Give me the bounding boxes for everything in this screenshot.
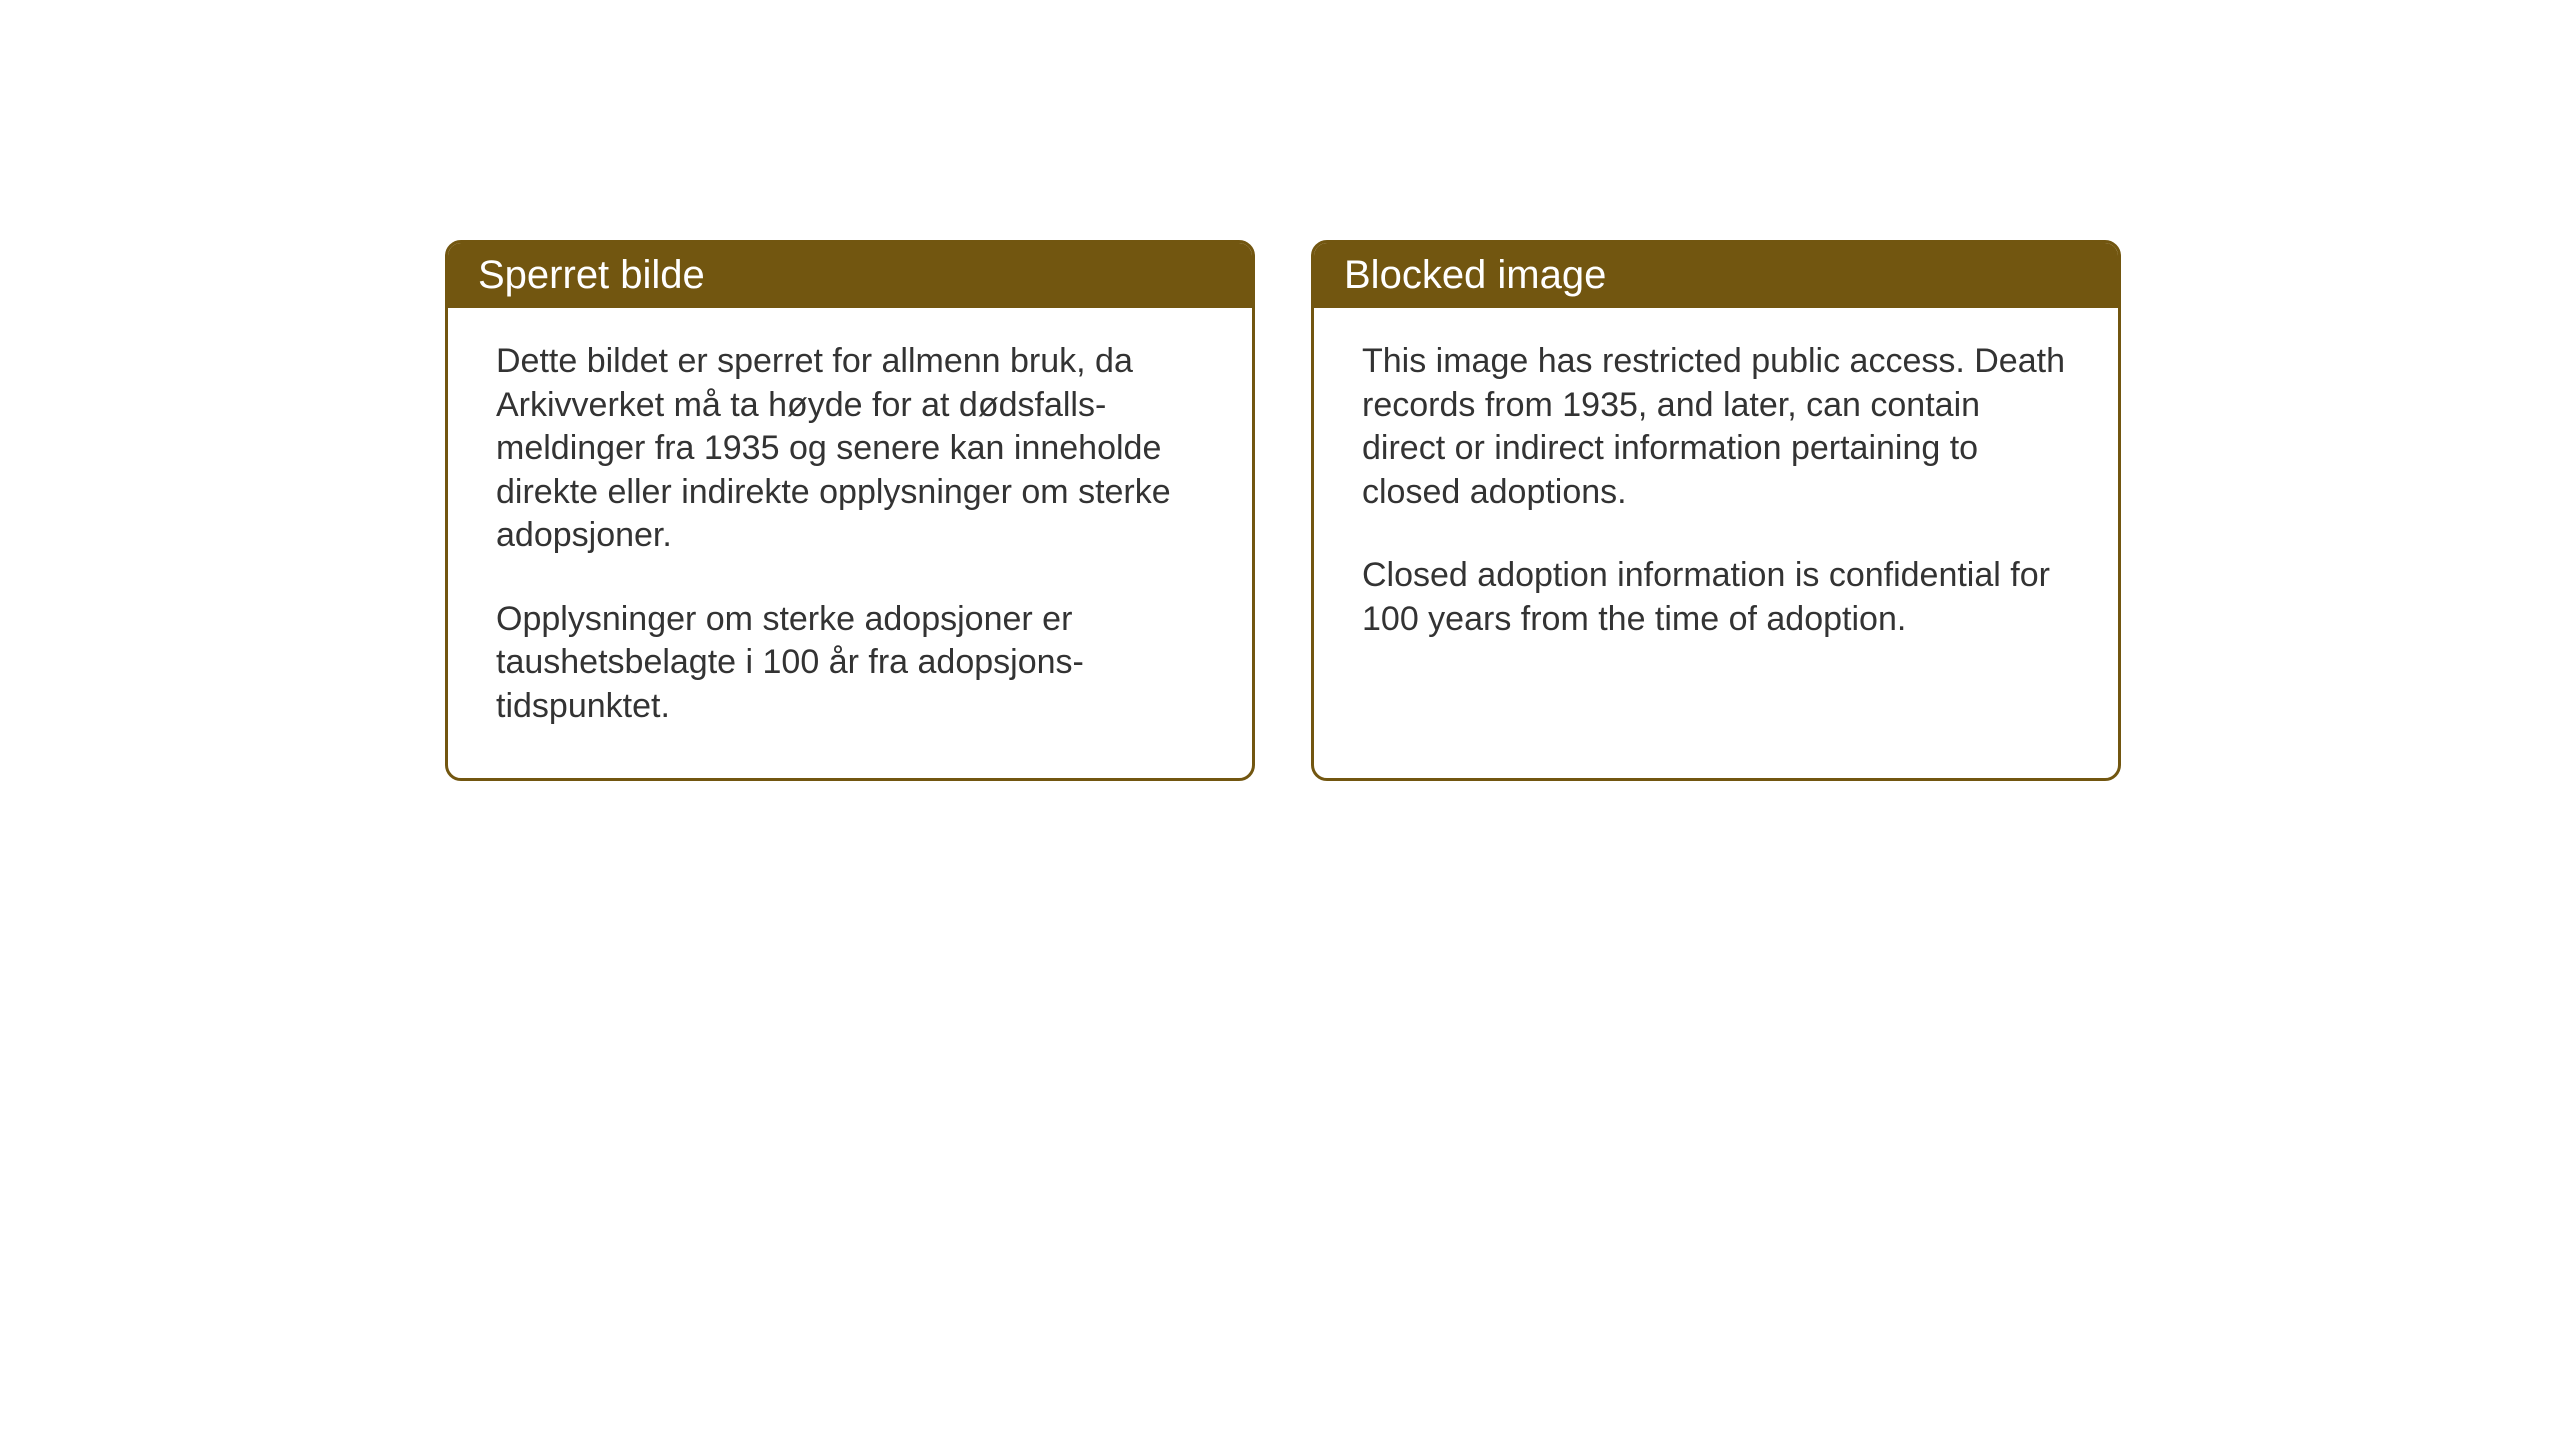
notice-container: Sperret bilde Dette bildet er sperret fo…	[445, 240, 2121, 781]
notice-header-norwegian: Sperret bilde	[448, 243, 1252, 308]
notice-title: Sperret bilde	[478, 253, 705, 297]
notice-paragraph: Dette bildet er sperret for allmenn bruk…	[496, 340, 1204, 558]
notice-paragraph: This image has restricted public access.…	[1362, 340, 2070, 514]
notice-box-english: Blocked image This image has restricted …	[1311, 240, 2121, 781]
notice-paragraph: Opplysninger om sterke adopsjoner er tau…	[496, 598, 1204, 729]
notice-body-norwegian: Dette bildet er sperret for allmenn bruk…	[448, 308, 1252, 778]
notice-body-english: This image has restricted public access.…	[1314, 308, 2118, 691]
notice-title: Blocked image	[1344, 253, 1606, 297]
notice-box-norwegian: Sperret bilde Dette bildet er sperret fo…	[445, 240, 1255, 781]
notice-paragraph: Closed adoption information is confident…	[1362, 554, 2070, 641]
notice-header-english: Blocked image	[1314, 243, 2118, 308]
